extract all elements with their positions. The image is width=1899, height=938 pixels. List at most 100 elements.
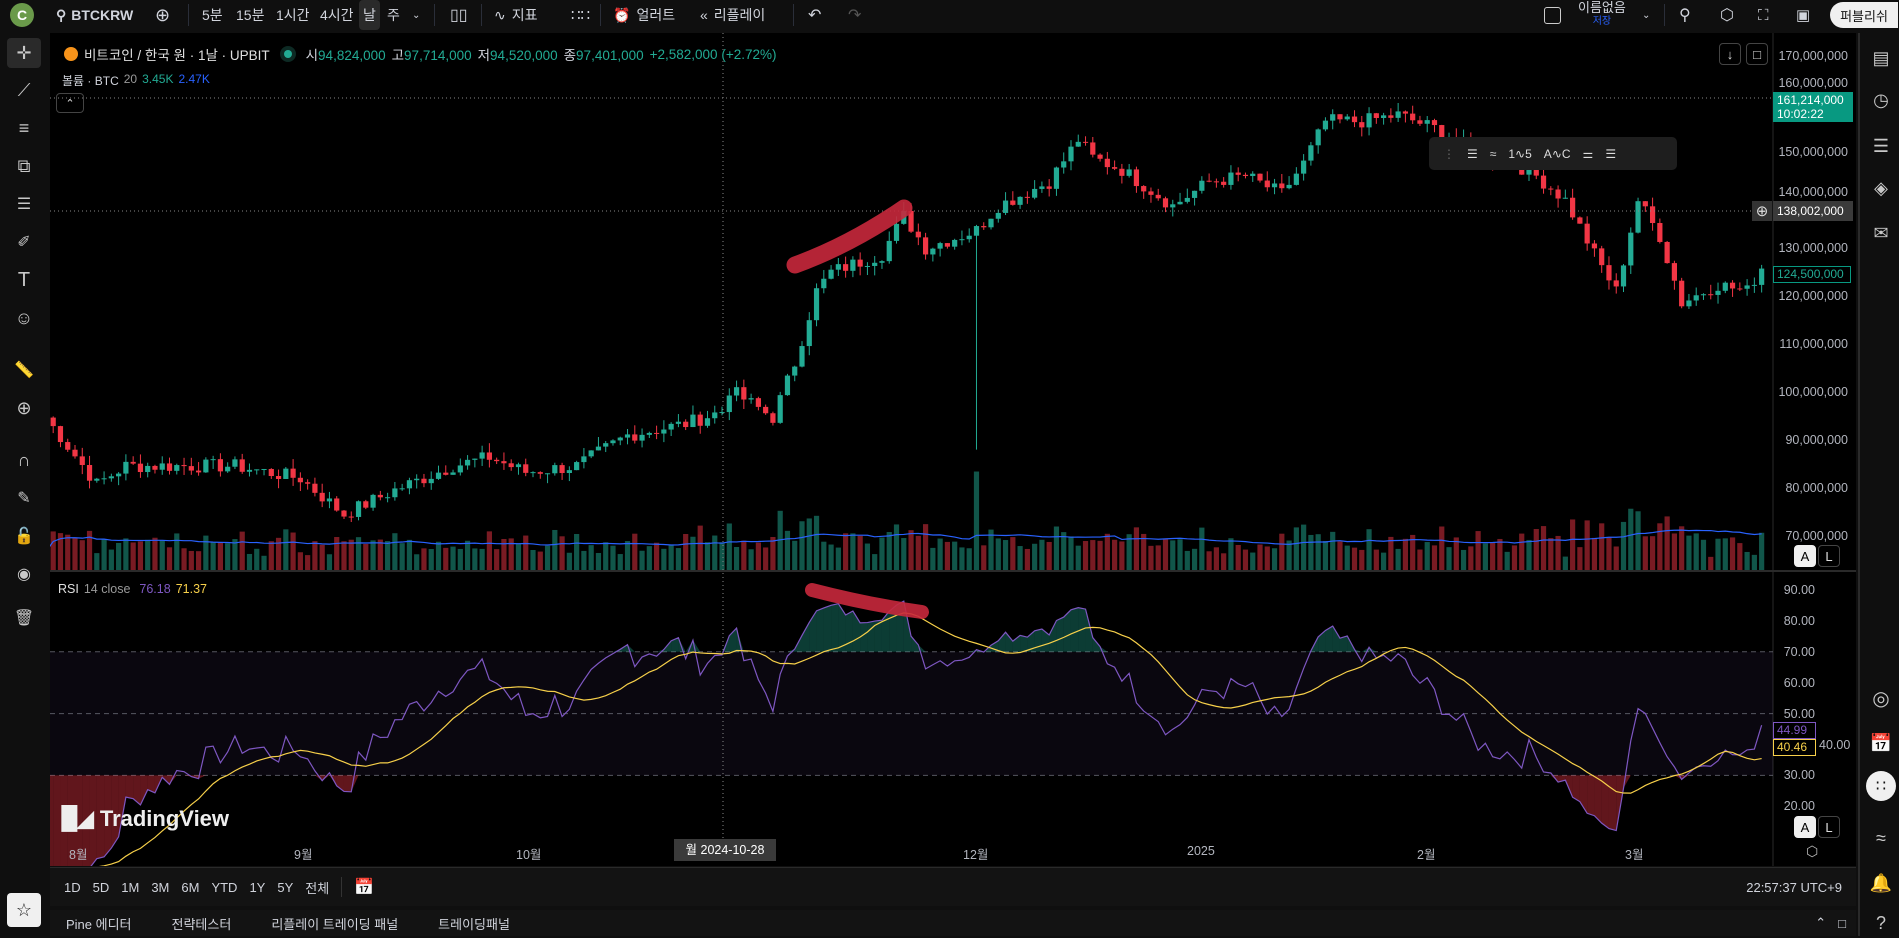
fullscreen-icon[interactable]: ⛶ xyxy=(1758,6,1769,24)
watchlist-icon[interactable]: ▤ xyxy=(1872,47,1890,68)
scroll-down-arrow-icon[interactable]: ↓ xyxy=(1719,43,1741,65)
tab-replay-trading-panel[interactable]: 리플레이 트레이딩 패널 xyxy=(271,916,399,932)
alerts-clock-icon[interactable]: ◷ xyxy=(1873,89,1889,110)
range-1y[interactable]: 1Y xyxy=(249,879,266,895)
interval-4h[interactable]: 4시간 xyxy=(320,7,354,23)
goto-date-calendar-icon[interactable]: 📅 xyxy=(354,879,375,896)
maximize-pane-icon[interactable]: □ xyxy=(1746,43,1768,65)
settings-hexagon-icon[interactable]: ⬡ xyxy=(1720,7,1734,24)
add-alert-plus-icon[interactable]: ⊕ xyxy=(1752,201,1772,221)
annotation-brush-rsi xyxy=(805,583,929,619)
interval-5m[interactable]: 5분 xyxy=(202,7,223,23)
tab-strategy-tester[interactable]: 전략테스터 xyxy=(171,916,232,932)
cycle-lines-icon[interactable]: ⚌ xyxy=(1582,146,1594,161)
volume-label[interactable]: 볼륨 · BTC xyxy=(62,74,119,88)
replay-button[interactable]: « 리플레이 xyxy=(700,0,765,30)
range-1m[interactable]: 1M xyxy=(121,879,140,895)
rsi-auto-scale-button[interactable]: A xyxy=(1794,816,1816,838)
templates-grid-icon[interactable]: ∷∷ xyxy=(571,7,591,24)
indicators-button[interactable]: ∿ 지표 xyxy=(494,0,538,30)
fib-lines-icon[interactable]: ≡ xyxy=(18,117,30,138)
candle-body xyxy=(1017,196,1023,205)
redo-icon[interactable]: ↷ xyxy=(848,7,862,24)
rsi-overbought-fill xyxy=(998,632,1006,652)
apps-grid-icon[interactable]: ∷ xyxy=(1866,771,1896,801)
interval-1h[interactable]: 1시간 xyxy=(276,7,310,23)
candle-type-icon[interactable]: ▯▯ xyxy=(450,7,468,24)
interval-15m[interactable]: 15분 xyxy=(236,7,265,23)
chat-icon[interactable]: ✉ xyxy=(1873,222,1889,243)
layout-chevron-down-icon[interactable]: ⌄ xyxy=(1642,9,1651,21)
range-5d[interactable]: 5D xyxy=(92,879,110,895)
publish-button[interactable]: 퍼블리쉬 xyxy=(1830,2,1898,28)
range-6m[interactable]: 6M xyxy=(181,879,200,895)
text-icon[interactable]: T xyxy=(17,268,31,291)
trendline-icon[interactable]: ⟋ xyxy=(17,79,31,100)
time-axis-settings-icon[interactable]: ⬡ xyxy=(1806,843,1819,859)
volume-bar xyxy=(1141,533,1147,570)
tradingview-logo-icon: ▉◢ xyxy=(62,806,94,831)
magnet-icon[interactable]: ∩ xyxy=(17,449,31,470)
log-scale-button[interactable]: L xyxy=(1818,545,1840,567)
candle-body xyxy=(254,469,260,471)
maximize-panel-icon[interactable]: □ xyxy=(1838,915,1846,931)
undo-icon[interactable]: ↶ xyxy=(808,7,822,24)
zoom-in-icon[interactable]: ⊕ xyxy=(16,397,32,418)
range-1d[interactable]: 1D xyxy=(64,879,81,895)
compare-add-icon[interactable]: ⊕ xyxy=(155,4,171,25)
alert-button[interactable]: ⏰ 얼러트 xyxy=(613,0,675,30)
quick-search-icon[interactable]: ⚲ xyxy=(1679,7,1691,24)
interval-chevron-down-icon[interactable]: ⌄ xyxy=(412,9,421,21)
broadcast-icon[interactable]: ≈ xyxy=(1876,827,1886,848)
brush-icon[interactable]: ✐ xyxy=(17,234,31,251)
candle-body xyxy=(464,459,471,466)
notification-bell-icon[interactable]: 🔔 xyxy=(1869,872,1893,893)
symbol-title[interactable]: 비트코인 / 한국 원 · 1날 · UPBIT xyxy=(84,48,270,63)
eye-icon[interactable]: ◉ xyxy=(17,566,31,583)
symbol-search-button[interactable]: ⚲ BTCKRW xyxy=(56,0,133,30)
camera-icon[interactable]: ▣ xyxy=(1796,7,1811,24)
user-avatar[interactable]: C xyxy=(10,3,34,27)
lock-icon[interactable]: 🔓 xyxy=(14,528,34,545)
settings-lines-icon[interactable]: ☰ xyxy=(1605,146,1617,161)
pattern-tool-icon[interactable]: ≈ xyxy=(1489,146,1497,161)
auto-scale-button[interactable]: A xyxy=(1794,545,1816,567)
lines-tool-icon[interactable]: ☰ xyxy=(1467,146,1478,161)
target-icon[interactable]: ◎ xyxy=(1872,687,1890,710)
add-list-icon[interactable]: ☰ xyxy=(1872,135,1890,156)
range-ytd[interactable]: YTD xyxy=(211,879,238,895)
interval-1d[interactable]: 날 xyxy=(359,0,380,30)
candle-body xyxy=(1519,168,1525,175)
watchlist-star-icon[interactable]: ☆ xyxy=(7,893,41,927)
wave-abc-tool[interactable]: A∿C xyxy=(1543,146,1571,161)
collapse-panel-chevron-icon[interactable]: ⌃ xyxy=(1815,915,1827,930)
calendar-icon[interactable]: 📅 xyxy=(1869,732,1893,753)
candle-body xyxy=(690,414,696,428)
chart-area[interactable] xyxy=(50,33,1856,866)
drag-handle-icon[interactable]: ⋮ xyxy=(1443,146,1455,161)
help-icon[interactable]: ? xyxy=(1875,912,1886,933)
range-all[interactable]: 전체 xyxy=(305,880,330,896)
wave-12345-tool[interactable]: 1∿5 xyxy=(1508,146,1532,161)
collapse-legend-chevron-up-icon[interactable]: ⌃ xyxy=(56,93,84,113)
candle-body xyxy=(494,459,500,462)
layout-name-button[interactable]: 이름없음 저장 xyxy=(1578,1,1626,29)
pattern-icon[interactable]: ⧉ xyxy=(17,155,31,176)
tab-pine-editor[interactable]: Pine 에디터 xyxy=(66,916,132,932)
emoji-icon[interactable]: ☺ xyxy=(14,307,34,328)
layout-square-icon[interactable] xyxy=(1544,7,1561,24)
layers-icon[interactable]: ◈ xyxy=(1874,177,1888,198)
crosshair-icon[interactable]: ✛ xyxy=(7,38,41,68)
rsi-name[interactable]: RSI xyxy=(58,582,79,596)
range-3m[interactable]: 3M xyxy=(151,879,170,895)
range-5y[interactable]: 5Y xyxy=(277,879,294,895)
trash-icon[interactable]: 🗑 xyxy=(13,610,35,627)
ruler-icon[interactable]: 📏 xyxy=(14,362,34,379)
interval-1w[interactable]: 주 xyxy=(387,7,400,23)
forecast-icon[interactable]: ☰ xyxy=(16,196,32,213)
tab-trading-panel[interactable]: 트레이딩패널 xyxy=(438,916,510,932)
clock[interactable]: 22:57:37 UTC+9 xyxy=(1746,879,1842,895)
chart-svg[interactable] xyxy=(50,33,1856,866)
rsi-log-scale-button[interactable]: L xyxy=(1818,816,1840,838)
lock-drawing-icon[interactable]: ✎ xyxy=(17,490,31,507)
